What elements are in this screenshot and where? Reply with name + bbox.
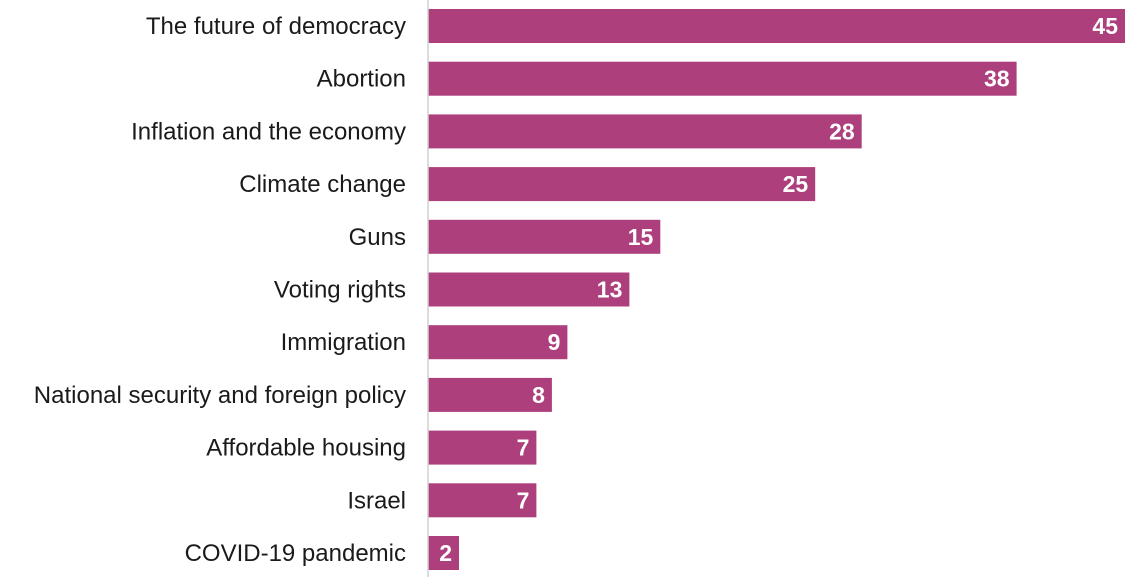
bar-3 (428, 167, 816, 202)
data-label-1: 38 (984, 66, 1010, 92)
bar-9 (428, 483, 537, 518)
data-label-7: 8 (532, 382, 545, 408)
category-label-2: Inflation and the economy (131, 118, 406, 145)
data-label-0: 45 (1092, 13, 1118, 39)
category-label-0: The future of democracy (146, 13, 406, 40)
category-label-8: Affordable housing (206, 435, 406, 462)
category-label-7: National security and foreign policy (34, 382, 406, 409)
category-label-10: COVID-19 pandemic (185, 540, 406, 567)
bar-0 (428, 9, 1125, 43)
bar-7 (428, 377, 552, 412)
bar-6 (428, 325, 568, 360)
bar-10 (428, 536, 459, 570)
data-label-6: 9 (548, 329, 561, 355)
bars-layer (428, 9, 1125, 570)
category-label-9: Israel (347, 487, 406, 514)
category-label-4: Guns (349, 224, 406, 251)
data-label-10: 2 (439, 540, 452, 566)
bar-1 (428, 61, 1017, 96)
data-label-4: 15 (628, 224, 654, 250)
category-label-1: Abortion (317, 66, 406, 93)
bar-8 (428, 430, 537, 465)
data-label-2: 28 (829, 118, 855, 144)
data-label-5: 13 (597, 277, 623, 303)
bar-4 (428, 219, 661, 254)
data-label-3: 25 (783, 171, 809, 197)
bar-2 (428, 114, 862, 149)
data-label-8: 7 (517, 435, 530, 461)
bar-5 (428, 272, 630, 307)
category-label-3: Climate change (239, 171, 406, 198)
category-label-6: Immigration (281, 329, 406, 356)
data-label-9: 7 (517, 487, 530, 513)
category-label-5: Voting rights (274, 277, 406, 304)
